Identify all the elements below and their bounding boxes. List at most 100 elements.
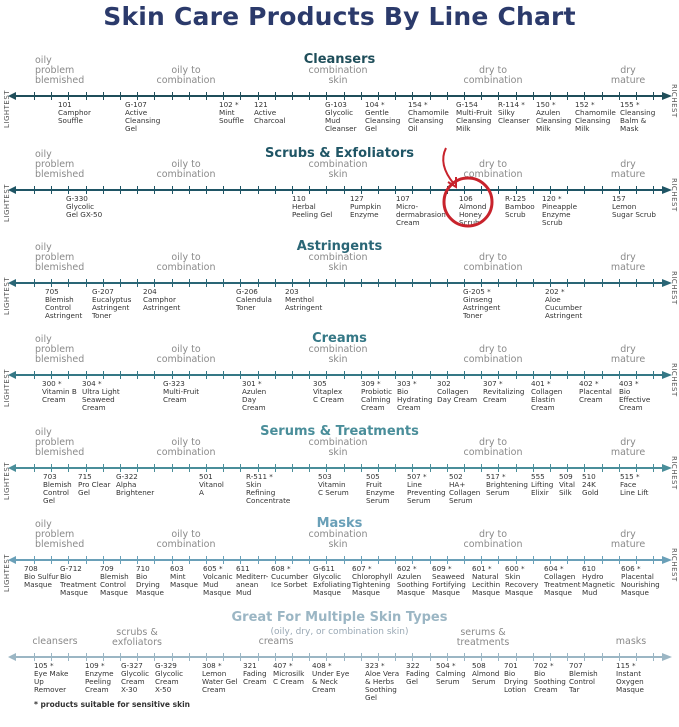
product-item[interactable]: 202 * Aloe Cucumber Astringent xyxy=(545,288,582,320)
section-title: Serums & Treatments xyxy=(260,424,419,439)
product-item[interactable]: G-330 Glycolic Gel GX-50 xyxy=(66,195,102,219)
product-item[interactable]: 503 Vitamin C Serum xyxy=(318,473,349,497)
product-item[interactable]: G-207 Eucalyptus Astringent Toner xyxy=(92,288,131,320)
product-item[interactable]: 307 * Revitalizing Cream xyxy=(483,380,524,404)
product-item[interactable]: 715 Pro Clear Gel xyxy=(78,473,110,497)
product-name: Glycolic Exfoliating Masque xyxy=(313,572,352,597)
product-item[interactable]: 401 * Collagen Elastin Cream xyxy=(531,380,562,412)
product-item[interactable]: G-154 Multi-Fruit Cleansing Milk xyxy=(456,101,492,133)
product-item[interactable]: 607 * Chlorophyll Tightening Masque xyxy=(352,565,393,597)
product-item[interactable]: 203 Menthol Astringent xyxy=(285,288,322,312)
axis-tick xyxy=(429,371,431,379)
product-item[interactable]: 154 * Chamomile Cleansing Oil xyxy=(408,101,449,133)
product-item[interactable]: 300 * Vitamin B Cream xyxy=(42,380,77,404)
product-item[interactable]: R-114 * Silky Cleanser xyxy=(498,101,530,125)
product-item[interactable]: R-125 Bamboo Scrub xyxy=(505,195,535,219)
product-item[interactable]: 104 * Gentle Cleansing Gel xyxy=(365,101,400,133)
product-item[interactable]: 606 * Placental Nourishing Masque xyxy=(621,565,660,597)
product-item[interactable]: 106 Almond Honey Scrub xyxy=(459,195,486,227)
product-item[interactable]: 322 Fading Gel xyxy=(406,662,430,686)
product-item[interactable]: 602 * Azulen Soothing Masque xyxy=(397,565,429,597)
product-item[interactable]: 304 * Ultra Light Seaweed Cream xyxy=(82,380,120,412)
product-item[interactable]: G-206 Calendula Toner xyxy=(236,288,272,312)
product-item[interactable]: R-511 * Skin Refining Concentrate xyxy=(246,473,290,505)
product-item[interactable]: G-323 Multi-Fruit Cream xyxy=(163,380,199,404)
product-item[interactable]: 105 * Eye Make Up Remover xyxy=(34,662,68,694)
product-item[interactable]: 107 Micro- dermabrasion Cream xyxy=(396,195,446,227)
product-item[interactable]: 127 Pumpkin Enzyme xyxy=(350,195,381,219)
product-item[interactable]: 115 * Instant Oxygen Masque xyxy=(616,662,644,694)
product-item[interactable]: 121 Active Charcoal xyxy=(254,101,286,125)
product-item[interactable]: 600 * Skin Recovery Masque xyxy=(505,565,538,597)
product-item[interactable]: G-329 Glycolic Cream X-50 xyxy=(155,662,183,694)
product-item[interactable]: 120 * Pineapple Enzyme Scrub xyxy=(542,195,577,227)
product-item[interactable]: 321 Fading Cream xyxy=(243,662,267,686)
product-item[interactable]: 605 * Volcanic Mud Masque xyxy=(203,565,233,597)
product-name: Micro- dermabrasion Cream xyxy=(396,202,446,227)
axis-tick xyxy=(515,186,517,194)
product-item[interactable]: 609 * Seaweed Fortifying Masque xyxy=(432,565,466,597)
product-item[interactable]: G-107 Active Cleansing Gel xyxy=(125,101,160,133)
product-item[interactable]: 604 * Collagen Treatment Masque xyxy=(544,565,581,597)
product-item[interactable]: 302 Collagen Day Cream xyxy=(437,380,477,404)
product-item[interactable]: 102 * Mint Souffle xyxy=(219,101,244,125)
product-item[interactable]: G-103 Glycolic Mud Cleanser xyxy=(325,101,357,133)
product-item[interactable]: 517 * Brightening Serum xyxy=(486,473,528,497)
product-item[interactable]: 407 * Microsilk C Cream xyxy=(273,662,304,686)
product-name: Pro Clear Gel xyxy=(78,480,111,497)
product-item[interactable]: 501 Vitanol A xyxy=(199,473,224,497)
product-item[interactable]: 601 * Natural Lecithin Masque xyxy=(472,565,500,597)
product-item[interactable]: G-322 Alpha Brightener xyxy=(116,473,154,497)
product-item[interactable]: 308 * Lemon Water Gel Cream xyxy=(202,662,238,694)
product-item[interactable]: 309 * Probiotic Calming Cream xyxy=(361,380,392,412)
product-code: G-207 xyxy=(92,287,114,296)
product-item[interactable]: 703 Blemish Control Gel xyxy=(43,473,72,505)
product-item[interactable]: 611 Mediterr- anean Mud xyxy=(236,565,268,597)
product-item[interactable]: 155 * Cleansing Balm & Mask xyxy=(620,101,655,133)
product-item[interactable]: 710 Bio Drying Masque xyxy=(136,565,164,597)
product-item[interactable]: 101 Camphor Souffle xyxy=(58,101,91,125)
product-item[interactable]: 110 Herbal Peeling Gel xyxy=(292,195,332,219)
product-item[interactable]: G-611 Glycolic Exfoliating Masque xyxy=(313,565,351,597)
product-item[interactable]: 603 Mint Masque xyxy=(170,565,198,589)
product-item[interactable]: 705 Blemish Control Astringent xyxy=(45,288,82,320)
product-item[interactable]: 504 * Calming Serum xyxy=(436,662,466,686)
product-item[interactable]: 510 24K Gold xyxy=(582,473,599,497)
product-item[interactable]: 152 * Chamomile Cleansing Milk xyxy=(575,101,616,133)
product-item[interactable]: 150 * Azulen Cleansing Milk xyxy=(536,101,571,133)
product-name: Chamomile Cleansing Oil xyxy=(408,108,449,133)
product-item[interactable]: 701 Bio Drying Lotion xyxy=(504,662,528,694)
product-item[interactable]: 305 Vitaplex C Cream xyxy=(313,380,344,404)
product-item[interactable]: 408 * Under Eye & Neck Cream xyxy=(312,662,349,694)
product-item[interactable]: 608 * Cucumber Ice Sorbet xyxy=(271,565,308,589)
product-item[interactable]: 515 * Face Line Lift xyxy=(620,473,649,497)
product-item[interactable]: 157 Lemon Sugar Scrub xyxy=(612,195,656,219)
product-item[interactable]: G-712 Bio Treatment Masque xyxy=(60,565,97,597)
product-item[interactable]: 555 Lifting Elixir xyxy=(531,473,553,497)
product-item[interactable]: G-327 Glycolic Cream X-30 xyxy=(121,662,149,694)
product-item[interactable]: 204 Camphor Astringent xyxy=(143,288,180,312)
product-item[interactable]: 508 Almond Serum xyxy=(472,662,499,686)
product-item[interactable]: 303 * Bio Hydrating Cream xyxy=(397,380,433,412)
axis-tick xyxy=(240,279,242,287)
product-item[interactable]: 109 * Enzyme Peeling Cream xyxy=(85,662,114,694)
product-item[interactable]: 301 * Azulen Day Cream xyxy=(242,380,266,412)
axis-tick xyxy=(51,279,53,287)
product-item[interactable]: 610 Hydro Magnetic Mud xyxy=(582,565,615,597)
product-item[interactable]: 509 Vital Silk xyxy=(559,473,575,497)
product-item[interactable]: 502 HA+ Collagen Serum xyxy=(449,473,480,505)
product-code: 157 xyxy=(612,194,626,203)
product-item[interactable]: 702 * Bio Soothing Cream xyxy=(534,662,566,694)
product-item[interactable]: 402 * Placental Cream xyxy=(579,380,612,404)
product-name: 24K Gold xyxy=(582,480,599,497)
product-item[interactable]: 323 * Aloe Vera & Herbs Soothing Gel xyxy=(365,662,399,702)
product-item[interactable]: G-205 * Ginseng Astringent Toner xyxy=(463,288,500,320)
product-item[interactable]: 707 Blemish Control Tar xyxy=(569,662,598,694)
product-item[interactable]: 505 Fruit Enzyme Serum xyxy=(366,473,395,505)
axis-tick xyxy=(395,653,397,661)
product-item[interactable]: 709 Blemish Control Masque xyxy=(100,565,129,597)
richest-label: RICHEST xyxy=(670,548,678,582)
product-item[interactable]: 403 * Bio Effective Cream xyxy=(619,380,650,412)
product-item[interactable]: 507 * Line Preventing Serum xyxy=(407,473,446,505)
product-item[interactable]: 708 Bio Sulfur Masque xyxy=(24,565,59,589)
